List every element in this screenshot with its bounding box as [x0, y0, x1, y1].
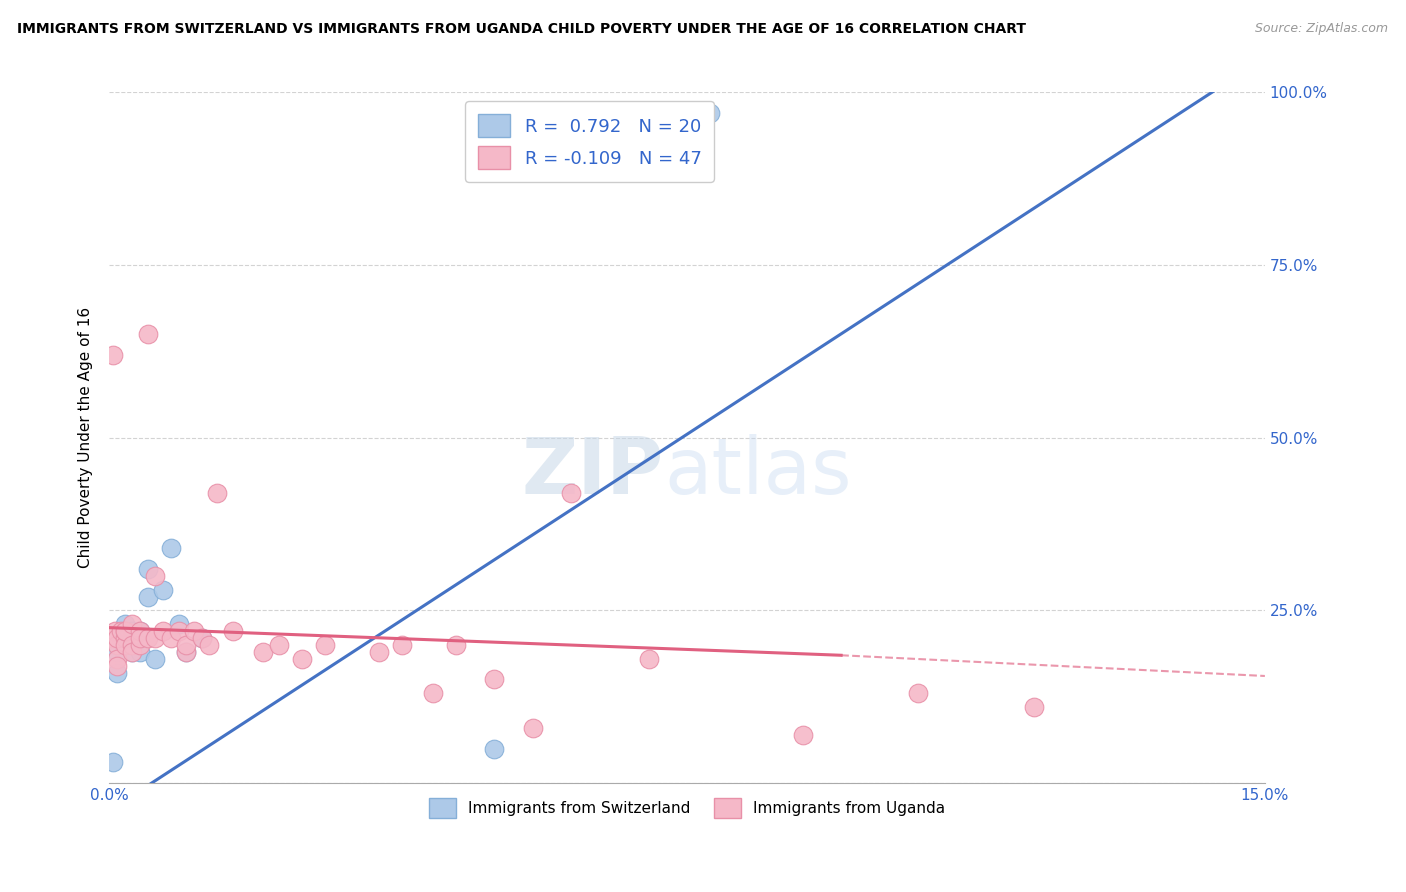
- Point: [121, 617, 143, 632]
- Text: atlas: atlas: [664, 434, 852, 510]
- Point: [190, 631, 212, 645]
- Point: [121, 638, 143, 652]
- Point: [110, 624, 132, 639]
- Point: [110, 631, 132, 645]
- Point: [160, 631, 183, 645]
- Point: [205, 486, 228, 500]
- Point: [136, 631, 159, 645]
- Legend: Immigrants from Switzerland, Immigrants from Uganda: Immigrants from Switzerland, Immigrants …: [423, 792, 952, 823]
- Point: [291, 651, 314, 665]
- Point: [907, 686, 929, 700]
- Point: [792, 728, 814, 742]
- Point: [129, 645, 152, 659]
- Point: [105, 631, 128, 645]
- Point: [145, 569, 167, 583]
- Point: [105, 658, 128, 673]
- Point: [121, 624, 143, 639]
- Point: [267, 638, 290, 652]
- Point: [699, 106, 721, 120]
- Point: [105, 665, 128, 680]
- Point: [121, 645, 143, 659]
- Point: [114, 624, 136, 639]
- Point: [190, 631, 212, 645]
- Point: [183, 624, 205, 639]
- Point: [560, 486, 582, 500]
- Text: Source: ZipAtlas.com: Source: ZipAtlas.com: [1254, 22, 1388, 36]
- Point: [136, 590, 159, 604]
- Text: IMMIGRANTS FROM SWITZERLAND VS IMMIGRANTS FROM UGANDA CHILD POVERTY UNDER THE AG: IMMIGRANTS FROM SWITZERLAND VS IMMIGRANT…: [17, 22, 1026, 37]
- Point: [129, 624, 152, 639]
- Point: [114, 638, 136, 652]
- Point: [136, 562, 159, 576]
- Point: [152, 624, 174, 639]
- Point: [198, 638, 221, 652]
- Y-axis label: Child Poverty Under the Age of 16: Child Poverty Under the Age of 16: [79, 307, 93, 568]
- Point: [101, 756, 124, 770]
- Text: ZIP: ZIP: [522, 434, 664, 510]
- Point: [160, 541, 183, 556]
- Point: [367, 645, 389, 659]
- Point: [484, 741, 506, 756]
- Point: [100, 631, 122, 645]
- Point: [221, 624, 243, 639]
- Point: [114, 631, 136, 645]
- Point: [105, 651, 128, 665]
- Point: [1022, 700, 1045, 714]
- Point: [484, 673, 506, 687]
- Point: [314, 638, 336, 652]
- Point: [136, 327, 159, 342]
- Point: [167, 617, 190, 632]
- Point: [129, 638, 152, 652]
- Point: [167, 624, 190, 639]
- Point: [174, 645, 197, 659]
- Point: [114, 617, 136, 632]
- Point: [152, 582, 174, 597]
- Point: [444, 638, 467, 652]
- Point: [114, 624, 136, 639]
- Point: [145, 631, 167, 645]
- Point: [391, 638, 413, 652]
- Point: [101, 348, 124, 362]
- Point: [522, 721, 544, 735]
- Point: [422, 686, 444, 700]
- Point: [174, 645, 197, 659]
- Point: [114, 631, 136, 645]
- Point: [129, 631, 152, 645]
- Point: [121, 645, 143, 659]
- Point: [252, 645, 274, 659]
- Point: [174, 638, 197, 652]
- Point: [145, 651, 167, 665]
- Point: [105, 645, 128, 659]
- Point: [129, 624, 152, 639]
- Point: [105, 638, 128, 652]
- Point: [104, 624, 127, 639]
- Point: [637, 651, 659, 665]
